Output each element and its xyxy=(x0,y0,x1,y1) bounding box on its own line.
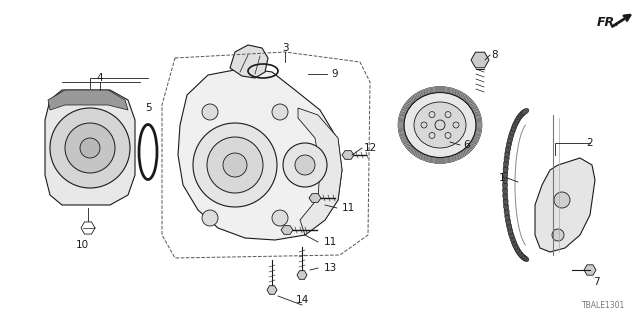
Circle shape xyxy=(50,108,130,188)
Polygon shape xyxy=(48,90,128,110)
Ellipse shape xyxy=(520,109,527,116)
Ellipse shape xyxy=(514,245,520,252)
Circle shape xyxy=(272,104,288,120)
Circle shape xyxy=(80,138,100,158)
Text: 6: 6 xyxy=(464,140,470,150)
Circle shape xyxy=(223,153,247,177)
Ellipse shape xyxy=(504,203,509,211)
Polygon shape xyxy=(471,52,489,68)
Text: 11: 11 xyxy=(341,203,355,213)
Text: 3: 3 xyxy=(282,43,288,53)
Ellipse shape xyxy=(506,218,511,225)
Text: 12: 12 xyxy=(364,143,376,153)
Circle shape xyxy=(554,192,570,208)
Polygon shape xyxy=(297,271,307,279)
Ellipse shape xyxy=(503,192,508,200)
Ellipse shape xyxy=(504,155,509,163)
Text: 1: 1 xyxy=(499,173,506,183)
Circle shape xyxy=(193,123,277,207)
Polygon shape xyxy=(230,45,268,78)
Ellipse shape xyxy=(508,227,513,235)
Polygon shape xyxy=(267,286,277,294)
Polygon shape xyxy=(298,108,342,235)
Text: 14: 14 xyxy=(296,295,308,305)
Text: 13: 13 xyxy=(323,263,337,273)
Ellipse shape xyxy=(520,254,527,260)
Ellipse shape xyxy=(504,160,509,168)
Text: 10: 10 xyxy=(76,240,88,250)
Ellipse shape xyxy=(517,250,523,257)
Text: 11: 11 xyxy=(323,237,337,247)
Circle shape xyxy=(202,104,218,120)
Ellipse shape xyxy=(502,176,508,184)
Polygon shape xyxy=(309,194,321,202)
Ellipse shape xyxy=(414,102,466,148)
Ellipse shape xyxy=(510,127,515,135)
Ellipse shape xyxy=(503,165,508,173)
Ellipse shape xyxy=(515,115,522,122)
Ellipse shape xyxy=(502,187,508,195)
Ellipse shape xyxy=(515,248,522,255)
Text: 8: 8 xyxy=(492,50,499,60)
Ellipse shape xyxy=(503,197,508,205)
Text: 4: 4 xyxy=(97,73,103,83)
Ellipse shape xyxy=(513,121,518,128)
Ellipse shape xyxy=(518,111,525,118)
Circle shape xyxy=(202,210,218,226)
Text: TBALE1301: TBALE1301 xyxy=(582,301,625,310)
Ellipse shape xyxy=(404,92,476,157)
Ellipse shape xyxy=(505,212,510,220)
Ellipse shape xyxy=(514,118,520,125)
Ellipse shape xyxy=(504,208,509,216)
Circle shape xyxy=(552,229,564,241)
Ellipse shape xyxy=(503,170,508,178)
Ellipse shape xyxy=(511,124,516,132)
Polygon shape xyxy=(178,68,342,240)
Ellipse shape xyxy=(508,136,513,143)
Text: 7: 7 xyxy=(593,277,599,287)
Circle shape xyxy=(295,155,315,175)
Circle shape xyxy=(283,143,327,187)
Polygon shape xyxy=(45,90,135,205)
Polygon shape xyxy=(535,158,595,252)
Polygon shape xyxy=(584,265,596,275)
Ellipse shape xyxy=(518,252,525,259)
Ellipse shape xyxy=(502,181,508,189)
Polygon shape xyxy=(281,226,293,234)
Ellipse shape xyxy=(511,238,516,246)
Ellipse shape xyxy=(506,222,512,230)
Ellipse shape xyxy=(522,108,529,115)
Circle shape xyxy=(272,210,288,226)
Ellipse shape xyxy=(506,140,512,148)
Ellipse shape xyxy=(510,235,515,243)
Ellipse shape xyxy=(513,242,518,249)
Text: 5: 5 xyxy=(145,103,151,113)
Text: FR.: FR. xyxy=(597,15,620,28)
Circle shape xyxy=(65,123,115,173)
Ellipse shape xyxy=(506,145,511,153)
Ellipse shape xyxy=(509,231,514,239)
Ellipse shape xyxy=(505,149,510,157)
Ellipse shape xyxy=(522,256,529,261)
Text: 2: 2 xyxy=(587,138,593,148)
Ellipse shape xyxy=(509,132,514,139)
Polygon shape xyxy=(342,151,354,159)
Text: 9: 9 xyxy=(332,69,339,79)
Ellipse shape xyxy=(517,113,523,120)
Circle shape xyxy=(207,137,263,193)
